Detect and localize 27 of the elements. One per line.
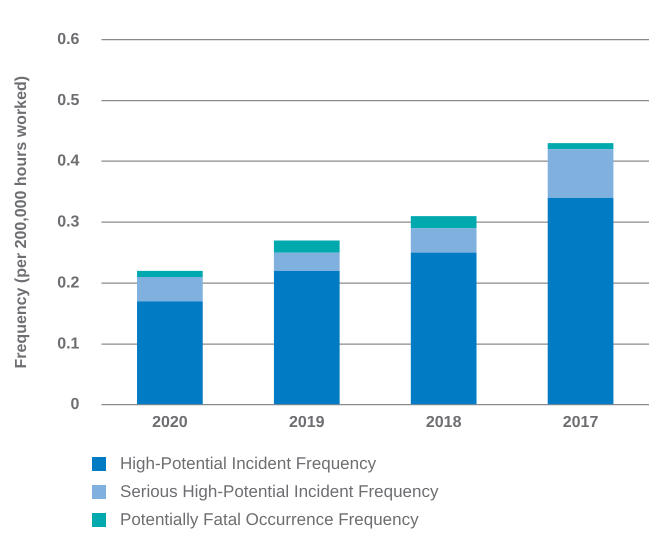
bar xyxy=(410,252,477,404)
y-tick-label: 0.4 xyxy=(57,152,80,170)
y-axis-title: Frequency (per 200,000 hours worked) xyxy=(13,76,30,368)
bar xyxy=(274,240,340,253)
bar xyxy=(274,270,340,404)
bar xyxy=(137,301,203,404)
y-tick-label: 0.5 xyxy=(57,92,80,109)
bar xyxy=(548,198,614,404)
bar xyxy=(548,149,614,198)
bar xyxy=(137,270,203,277)
x-tick-label: 2018 xyxy=(426,414,462,431)
y-tick-label: 0 xyxy=(70,396,80,414)
x-tick-label: 2020 xyxy=(152,414,188,431)
y-tick-label: 0.2 xyxy=(57,274,80,292)
bar xyxy=(410,228,477,253)
x-tick-label: 2017 xyxy=(562,414,598,431)
bar xyxy=(410,216,477,228)
y-tick-label: 0.6 xyxy=(57,31,80,48)
bar xyxy=(137,276,203,302)
bar xyxy=(274,252,340,271)
y-tick-label: 0.3 xyxy=(57,214,80,231)
legend-label: Serious High-Potential Incident Frequency xyxy=(120,482,438,502)
x-tick-label: 2019 xyxy=(288,414,325,431)
legend-label: High-Potential Incident Frequency xyxy=(120,454,376,474)
legend-label: Potentially Fatal Occurrence Frequency xyxy=(120,510,419,530)
y-tick-label: 0.1 xyxy=(57,335,80,352)
bar xyxy=(548,143,614,150)
